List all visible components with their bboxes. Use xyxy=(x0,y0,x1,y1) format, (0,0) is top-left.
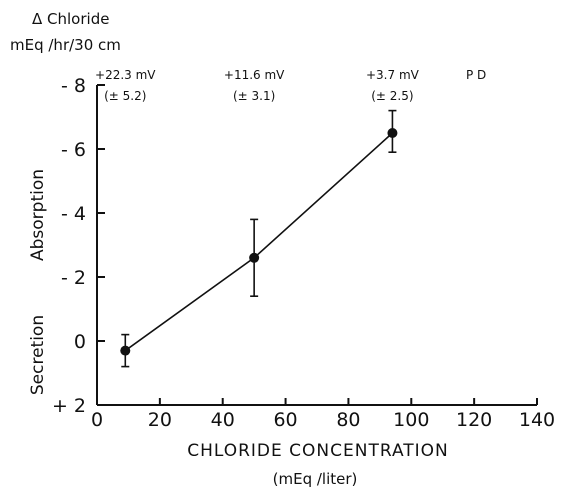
y-tick-label: - 8 xyxy=(61,75,86,97)
series-line xyxy=(124,132,393,352)
y-tick-label: + 2 xyxy=(52,395,86,417)
x-tick-label: 40 xyxy=(211,409,235,431)
y-tick-label: - 2 xyxy=(61,267,86,289)
pd-annotation-error: (± 2.5) xyxy=(371,89,413,103)
pd-annotation-value: +11.6 mV xyxy=(224,68,285,82)
data-point xyxy=(387,128,398,138)
x-axis-unit: (mEq /liter) xyxy=(273,470,358,488)
y-region-secretion: Secretion xyxy=(28,315,48,395)
y-title-line1: Δ Chloride xyxy=(32,10,109,28)
data-point xyxy=(249,252,260,263)
data-point xyxy=(120,345,131,356)
x-tick-label: 140 xyxy=(519,409,555,431)
x-tick-label: 120 xyxy=(456,409,492,431)
x-tick-label: 80 xyxy=(336,409,360,431)
x-tick-label: 0 xyxy=(91,409,103,431)
y-title-line2: mEq /hr/30 cm xyxy=(10,36,121,54)
x-axis-title: CHLORIDE CONCENTRATION xyxy=(187,441,449,461)
y-tick-label: - 6 xyxy=(61,139,86,161)
pd-annotation-value: +3.7 mV xyxy=(366,68,420,82)
axes: 0 20 40 60 80 100 120 140- 8- 6- 4- 20+ 2 xyxy=(52,75,555,431)
pd-annotation-value: +22.3 mV xyxy=(95,68,156,82)
pd-label: P D xyxy=(466,68,486,82)
x-tick-label: 100 xyxy=(393,409,429,431)
y-tick-label: - 4 xyxy=(61,203,86,225)
data-marks: +22.3 mV (± 5.2) +11.6 mV (± 3.1) +3.7 mV (± … xyxy=(95,68,420,368)
y-tick-label: 0 xyxy=(74,331,86,353)
y-region-absorption: Absorption xyxy=(28,169,48,261)
x-tick-label: 60 xyxy=(273,409,297,431)
pd-annotation-error: (± 5.2) xyxy=(104,89,146,103)
x-tick-label: 20 xyxy=(148,409,172,431)
pd-annotation-error: (± 3.1) xyxy=(233,89,275,103)
